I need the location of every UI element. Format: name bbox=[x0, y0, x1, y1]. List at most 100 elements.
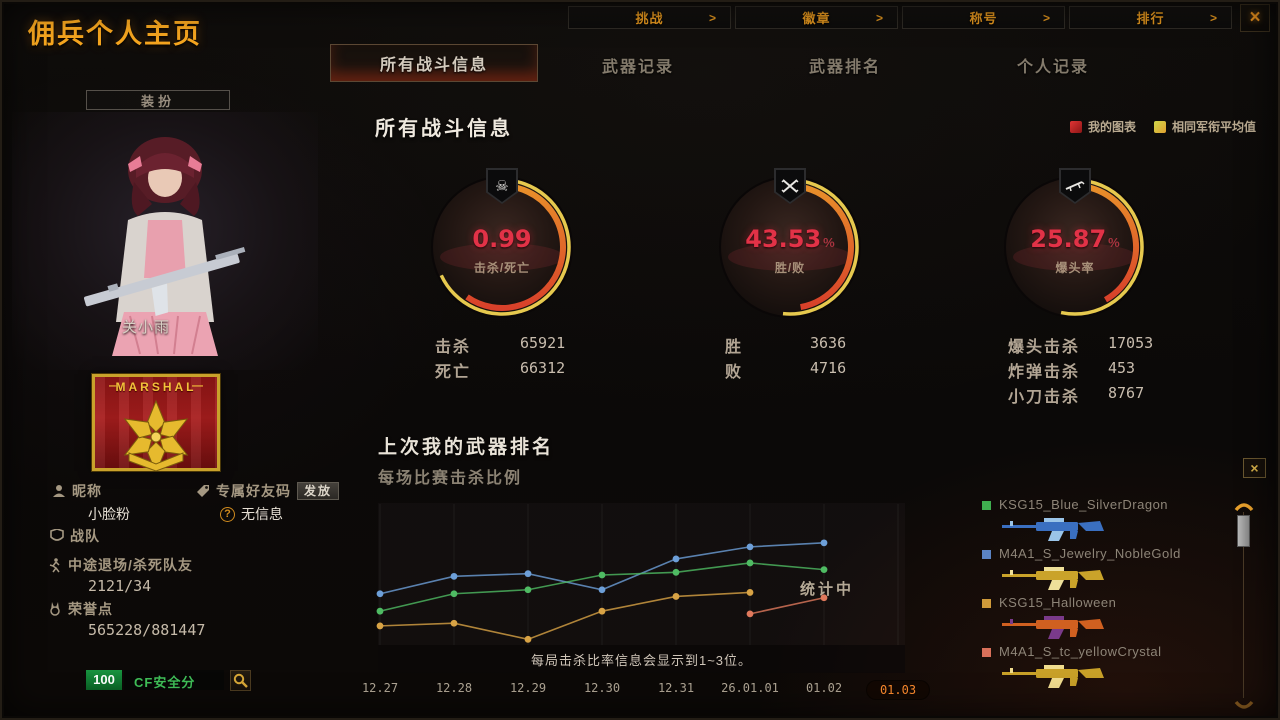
gauge-percent-sign: % bbox=[1108, 235, 1120, 250]
tab-all-battle-info[interactable]: 所有战斗信息 bbox=[330, 44, 538, 82]
nav-button-label: 排行 bbox=[1136, 11, 1165, 26]
gauge-number: 43.53 bbox=[745, 225, 822, 253]
kill-ratio-chart bbox=[376, 504, 899, 645]
crossed-rifles-icon bbox=[774, 168, 806, 204]
weapon-item-KSG15_Blue_SilverDragon[interactable]: KSG15_Blue_SilverDragon bbox=[982, 497, 1232, 543]
date-label-12.29[interactable]: 12.29 bbox=[509, 681, 547, 695]
dress-up-button[interactable]: 装扮 bbox=[86, 90, 230, 110]
honor-value-row: 565228/881447 bbox=[88, 621, 205, 639]
weapon-item-KSG15_Halloween[interactable]: KSG15_Halloween bbox=[982, 595, 1232, 641]
chart-point bbox=[450, 619, 458, 627]
gauge-kd: ☠ 0.99 击杀/死亡 bbox=[414, 165, 590, 341]
chart-point bbox=[524, 570, 532, 578]
date-label-12.28[interactable]: 12.28 bbox=[435, 681, 473, 695]
stat-value: 8767 bbox=[1108, 384, 1145, 402]
scroll-down-icon[interactable] bbox=[1233, 700, 1255, 712]
quit-label: 中途退场/杀死队友 bbox=[68, 557, 193, 573]
nickname-row: 昵称 bbox=[52, 481, 102, 501]
nav-button-challenge[interactable]: 挑战 > bbox=[568, 6, 731, 29]
chart-legend: 我的图表 相同军衔平均值 bbox=[1069, 118, 1256, 135]
shield-icon-holder bbox=[1061, 170, 1089, 202]
sniper-rifle-icon bbox=[1059, 168, 1091, 204]
quit-value-row: 2121/34 bbox=[88, 577, 151, 595]
chart-point bbox=[598, 571, 606, 579]
gauge-label: 胜/败 bbox=[774, 261, 806, 275]
weapon-name: M4A1_S_Jewelry_NobleGold bbox=[999, 546, 1181, 561]
date-label-12.31[interactable]: 12.31 bbox=[657, 681, 695, 695]
chart-notice-bar: 每局击杀比率信息会显示到1~3位。 bbox=[378, 645, 905, 673]
chart-point bbox=[746, 543, 754, 551]
close-window-button[interactable]: × bbox=[1240, 4, 1270, 32]
security-lookup-button[interactable] bbox=[230, 670, 251, 691]
date-label-01.03[interactable]: 01.03 bbox=[856, 681, 940, 699]
nav-button-label: 称号 bbox=[969, 11, 998, 26]
chart-point bbox=[672, 593, 680, 600]
question-icon: ? bbox=[220, 506, 235, 522]
date-label-26.01.01[interactable]: 26.01.01 bbox=[721, 681, 779, 695]
chart-point bbox=[376, 607, 384, 615]
quit-value: 2121/34 bbox=[88, 577, 152, 595]
nav-button-ranking[interactable]: 排行 > bbox=[1069, 6, 1232, 29]
chart-point bbox=[598, 586, 606, 594]
chevron-right-icon: > bbox=[875, 10, 883, 25]
chart-point bbox=[820, 539, 828, 547]
weapon-image bbox=[1002, 616, 1104, 639]
stat-label: 败 bbox=[725, 364, 744, 381]
skull-icon: ☠ bbox=[486, 168, 518, 204]
section-title-all-battle-info: 所有战斗信息 bbox=[375, 118, 513, 140]
chart-notice-text: 每局击杀比率信息会显示到1~3位。 bbox=[530, 652, 753, 668]
chevron-right-icon: > bbox=[1042, 10, 1050, 25]
character-figure bbox=[84, 137, 246, 356]
scroll-up-icon[interactable] bbox=[1233, 500, 1255, 512]
nav-button-title[interactable]: 称号 > bbox=[902, 6, 1065, 29]
quit-row: 中途退场/杀死队友 bbox=[48, 555, 193, 575]
tab-label: 所有战斗信息 bbox=[379, 57, 488, 74]
weapon-item-M4A1_S_Jewelry_NobleGold[interactable]: M4A1_S_Jewelry_NobleGold bbox=[982, 546, 1232, 592]
tab-weapon-records[interactable]: 武器记录 bbox=[601, 59, 674, 76]
tab-weapon-ranking[interactable]: 武器排名 bbox=[808, 59, 881, 76]
chart-point bbox=[672, 555, 680, 563]
chart-point bbox=[672, 568, 680, 576]
security-score-strip bbox=[124, 670, 224, 690]
rank-badge-dash-left: — bbox=[109, 380, 120, 392]
nav-button-badge[interactable]: 徽章 > bbox=[735, 6, 898, 29]
legend-item: 相同军衔平均值 bbox=[1153, 118, 1256, 135]
honor-label: 荣誉点 bbox=[68, 601, 113, 617]
rank-badge: — MARSHAL — bbox=[91, 373, 221, 472]
stat-value: 17053 bbox=[1108, 334, 1154, 352]
issue-friend-code-button[interactable]: 发放 bbox=[297, 482, 339, 500]
date-label-01.02[interactable]: 01.02 bbox=[805, 681, 843, 695]
nickname-value: 小脸粉 bbox=[88, 506, 130, 522]
date-label-12.30[interactable]: 12.30 bbox=[583, 681, 621, 695]
scrollbar-thumb[interactable] bbox=[1237, 515, 1250, 547]
security-score-label: CF安全分 bbox=[134, 675, 196, 690]
character-portrait: 关小雨 bbox=[12, 112, 318, 370]
scrollbar-track[interactable] bbox=[1243, 512, 1244, 698]
close-weapon-panel-button[interactable]: × bbox=[1243, 458, 1266, 478]
friend-code-row: 专属好友码 发放 bbox=[196, 481, 339, 501]
shield-icon-holder: ☠ bbox=[488, 170, 516, 202]
tab-personal-records[interactable]: 个人记录 bbox=[1016, 59, 1089, 76]
selected-date-pill[interactable]: 01.03 bbox=[866, 681, 930, 699]
stat-value: 66312 bbox=[520, 359, 566, 377]
weapon-name: KSG15_Halloween bbox=[999, 595, 1117, 610]
shield-icon-holder bbox=[776, 170, 804, 202]
stat-label: 炸弹击杀 bbox=[1008, 364, 1081, 381]
weapon-name: KSG15_Blue_SilverDragon bbox=[999, 497, 1169, 512]
date-label-12.27[interactable]: 12.27 bbox=[361, 681, 399, 695]
friend-code-value: 无信息 bbox=[241, 506, 283, 522]
weapon-series-swatch bbox=[982, 550, 991, 559]
runner-icon bbox=[49, 557, 60, 572]
chart-point bbox=[820, 566, 828, 574]
gauge-value: 0.99 bbox=[414, 225, 590, 253]
stat-value: 3636 bbox=[810, 334, 847, 352]
chart-status-text: 统计中 bbox=[800, 581, 855, 598]
chart-point bbox=[376, 590, 384, 598]
gauge-value: 25.87% bbox=[987, 225, 1163, 253]
legend-swatch-average bbox=[1153, 120, 1166, 133]
weapon-item-M4A1_S_tc_yellowCrystal[interactable]: M4A1_S_tc_yellowCrystal bbox=[982, 644, 1232, 690]
gauge-label: 击杀/死亡 bbox=[473, 261, 531, 275]
chevron-right-icon: > bbox=[1209, 10, 1217, 25]
weapon-series-swatch bbox=[982, 648, 991, 657]
